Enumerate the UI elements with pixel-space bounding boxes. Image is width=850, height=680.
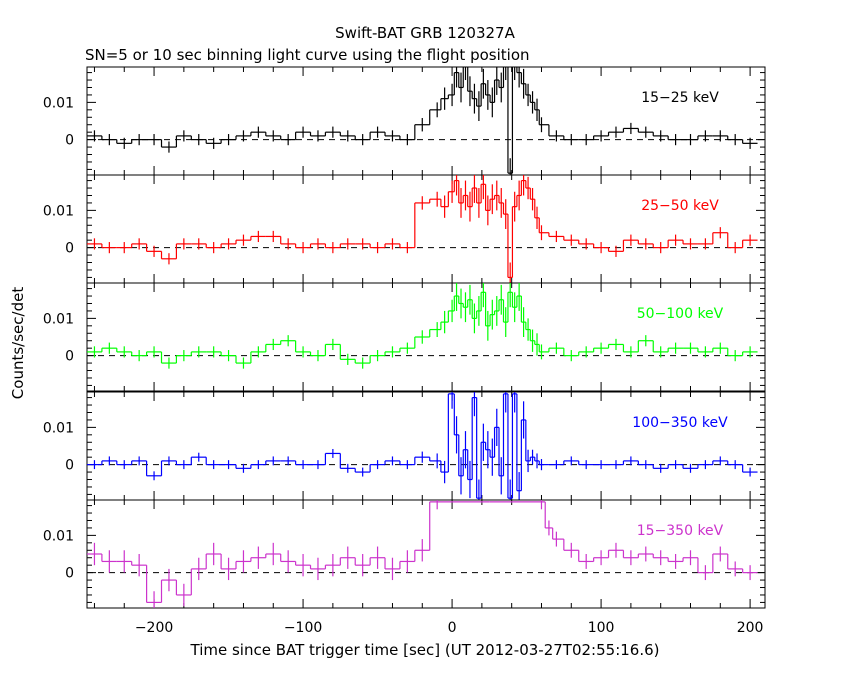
panels-group: 0 0.01 15−25 keV 0 0.01 25−50 keV 0 0.01 50−100 …	[43, 66, 766, 636]
panel-frame	[86, 391, 766, 501]
x-tick-label: 100	[588, 620, 615, 636]
panel-frame	[86, 282, 766, 392]
panel-4: 0 0.01 100−350 keV	[43, 391, 766, 501]
panel-frame	[86, 499, 766, 609]
y-tick-label: 0	[65, 566, 74, 582]
y-tick-label: 0.01	[43, 528, 74, 544]
panel-5: 0 0.01 15−350 keV −200 −100 0 100 200	[43, 499, 766, 636]
energy-band-label: 50−100 keV	[637, 306, 724, 322]
series-3	[87, 283, 758, 369]
x-tick-label: 0	[448, 620, 457, 636]
energy-band-label: 15−350 keV	[637, 523, 724, 539]
chart-title: Swift-BAT GRB 120327A	[335, 24, 515, 42]
panel-frame	[86, 174, 766, 284]
y-tick-label: 0.01	[43, 311, 74, 327]
x-tick-label: −100	[284, 620, 322, 636]
y-tick-label: 0.01	[43, 420, 74, 436]
panel-frame	[86, 66, 766, 176]
x-tick-label: −200	[135, 620, 173, 636]
energy-band-label: 100−350 keV	[632, 415, 728, 431]
series-2	[87, 175, 758, 283]
energy-band-label: 25−50 keV	[641, 198, 719, 214]
y-tick-label: 0.01	[43, 203, 74, 219]
energy-band-label: 15−25 keV	[641, 90, 719, 106]
x-axis-label: Time since BAT trigger time [sec] (UT 20…	[190, 641, 660, 659]
panel-1: 0 0.01 15−25 keV	[43, 66, 766, 176]
y-tick-label: 0.01	[43, 95, 74, 111]
y-tick-label: 0	[65, 241, 74, 257]
y-tick-label: 0	[65, 349, 74, 365]
series-1	[87, 67, 758, 175]
x-tick-label: 200	[737, 620, 764, 636]
series-5	[87, 500, 758, 608]
y-axis-label: Counts/sec/det	[9, 287, 27, 400]
y-tick-label: 0	[65, 133, 74, 149]
panel-2: 0 0.01 25−50 keV	[43, 174, 766, 284]
panel-3: 0 0.01 50−100 keV	[43, 282, 766, 392]
series-4	[87, 392, 758, 500]
chart-subtitle: SN=5 or 10 sec binning light curve using…	[85, 46, 530, 64]
y-tick-label: 0	[65, 458, 74, 474]
